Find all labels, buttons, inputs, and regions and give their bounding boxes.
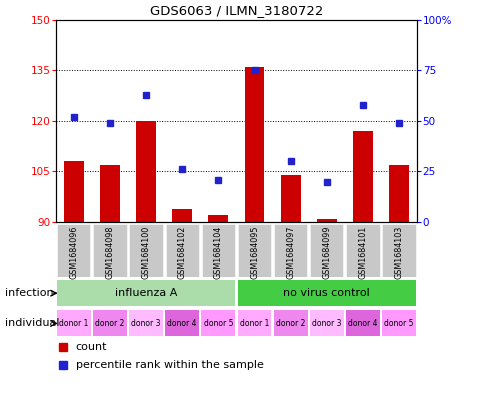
Text: influenza A: influenza A (115, 288, 177, 298)
Text: donor 4: donor 4 (348, 319, 377, 328)
Bar (93, 310, 127, 336)
Bar (93, 224, 126, 277)
Text: donor 3: donor 3 (131, 319, 161, 328)
Text: donor 4: donor 4 (167, 319, 197, 328)
Bar (244, 67, 264, 222)
Text: donor 2: donor 2 (275, 319, 305, 328)
Bar (165, 224, 198, 277)
Text: GSM1684100: GSM1684100 (141, 226, 151, 279)
Bar (201, 310, 235, 336)
Bar (208, 215, 228, 222)
Bar (273, 310, 307, 336)
Text: individual: individual (5, 318, 59, 329)
Text: donor 2: donor 2 (95, 319, 124, 328)
Text: count: count (76, 342, 107, 353)
Bar (345, 310, 379, 336)
Text: GSM1684099: GSM1684099 (321, 226, 331, 279)
Text: no virus control: no virus control (283, 288, 369, 298)
Bar (237, 280, 415, 306)
Text: GSM1684101: GSM1684101 (358, 226, 367, 279)
Bar (172, 209, 192, 222)
Text: GSM1684102: GSM1684102 (177, 226, 186, 279)
Text: GSM1684103: GSM1684103 (393, 226, 403, 279)
Bar (346, 224, 379, 277)
Bar (57, 310, 91, 336)
Bar (201, 224, 235, 277)
Bar (57, 280, 235, 306)
Bar (309, 310, 343, 336)
Text: infection: infection (5, 288, 53, 298)
Text: GSM1684097: GSM1684097 (286, 226, 295, 279)
Text: donor 3: donor 3 (311, 319, 341, 328)
Bar (129, 224, 163, 277)
Bar (388, 165, 408, 222)
Bar (237, 224, 271, 277)
Text: GSM1684096: GSM1684096 (69, 226, 78, 279)
Text: donor 5: donor 5 (203, 319, 233, 328)
Text: donor 5: donor 5 (383, 319, 413, 328)
Bar (273, 224, 307, 277)
Text: percentile rank within the sample: percentile rank within the sample (76, 360, 263, 370)
Bar (280, 175, 300, 222)
Bar (100, 165, 120, 222)
Bar (309, 224, 343, 277)
Title: GDS6063 / ILMN_3180722: GDS6063 / ILMN_3180722 (150, 4, 322, 17)
Text: donor 1: donor 1 (59, 319, 89, 328)
Text: GSM1684098: GSM1684098 (105, 226, 114, 279)
Bar (237, 310, 271, 336)
Bar (57, 224, 91, 277)
Bar (64, 161, 84, 222)
Bar (381, 224, 415, 277)
Text: GSM1684104: GSM1684104 (213, 226, 223, 279)
Bar (136, 121, 156, 222)
Bar (165, 310, 199, 336)
Bar (352, 131, 372, 222)
Text: GSM1684095: GSM1684095 (249, 226, 258, 279)
Bar (316, 219, 336, 222)
Bar (381, 310, 415, 336)
Text: donor 1: donor 1 (239, 319, 269, 328)
Bar (129, 310, 163, 336)
